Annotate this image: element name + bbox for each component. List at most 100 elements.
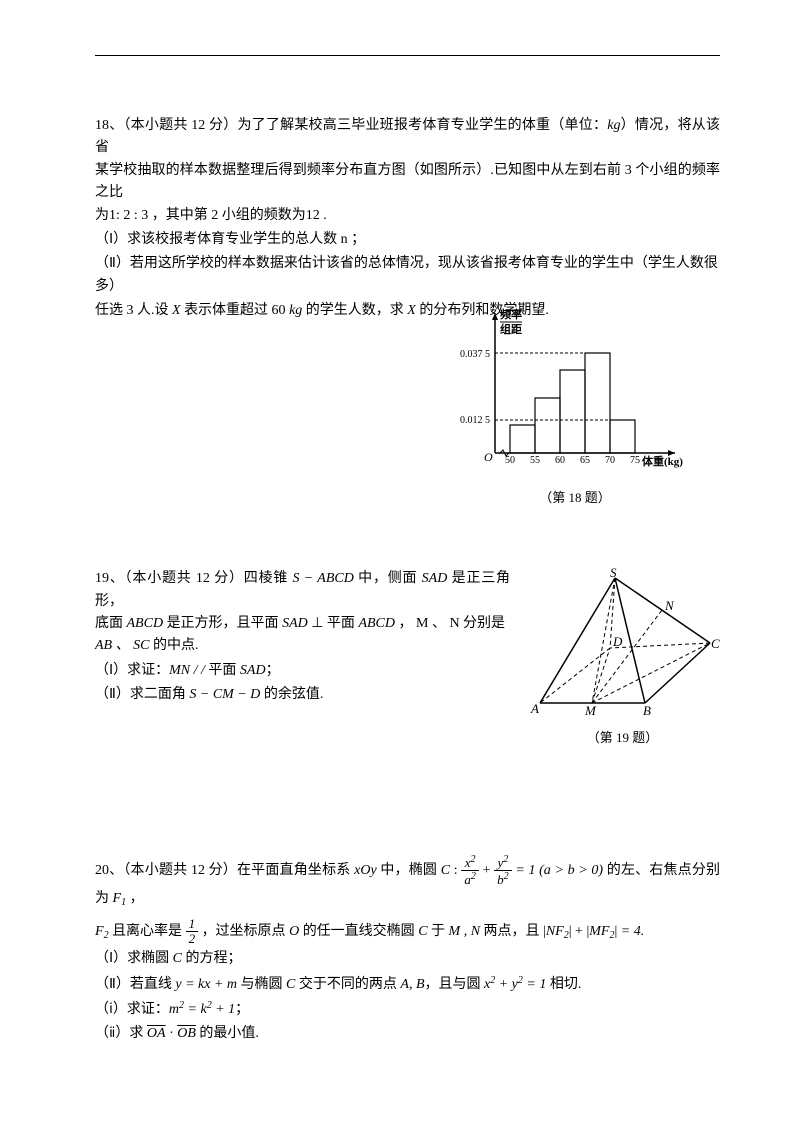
p19p2b: 的余弦值. [260,687,323,702]
p20-circle: x2 + y2 = 1 [484,977,546,992]
p19-sad: SAD [422,571,448,586]
hist-xlabel: 体重(kg) [642,454,683,468]
hist-x60: 60 [555,455,565,466]
histogram-svg: 频率 组距 O 0.037 5 0.012 5 50 55 60 65 [460,303,690,483]
p20l: = 4. [617,924,644,939]
p20g: ，过坐标原点 [198,924,289,939]
problem-18: 18、（本小题共 12 分）为了了解某校高三毕业班报考体育专业学生的体重（单位：… [95,115,720,508]
m2: m [169,1002,179,1017]
nf2t: NF [546,924,564,939]
p20-xoy: xOy [354,863,377,878]
p18-line2: 某学校抽取的样本数据整理后得到频率分布直方图（如图所示）.已知图中从左到右前 3… [95,163,720,200]
p19-sad2: SAD [282,616,308,631]
hist-x55: 55 [530,455,540,466]
p19-angle: S − CM − D [189,687,260,702]
p18-kg2: kg [289,303,302,318]
frac-yb: y2b2 [494,854,512,888]
p19p1c: ； [266,663,280,678]
p20p2c: 交于不同的两点 [295,977,400,992]
page-top-rule [95,55,720,56]
p19-sad3: SAD [240,663,266,678]
p20p2b: 与椭圆 [237,977,286,992]
problem-19: S A B C D M N （第 19 题） 19、（本小题共 12 分）四棱锥… [95,568,720,749]
hist-x75: 75 [630,455,640,466]
hist-ytick2: 0.012 5 [460,415,490,426]
p1: + 1 [212,1002,235,1017]
p20j: 两点，且 [480,924,543,939]
p20b: 中，椭圆 [377,863,441,878]
lbl-D: D [612,634,623,649]
p19-abcd2: ABCD [358,616,395,631]
p19-sabcd: S − ABCD [293,571,354,586]
pyramid-svg: S A B C D M N [525,568,720,723]
hist-origin: O [484,450,493,464]
p18-part2b-a: 任选 3 人.设 [95,303,172,318]
p20e: ， [126,891,144,906]
dot: · [166,1026,178,1041]
p20-part2: （Ⅱ）若直线 y = kx + m 与椭圆 C 交于不同的两点 A, B，且与圆… [95,973,720,996]
p20k: + [572,924,587,939]
p18-part2a: （Ⅱ）若用这所学校的样本数据来估计该省的总体情况，现从该省报考体育专业的学生中（… [95,253,720,298]
p19p1a: （Ⅰ）求证： [95,663,169,678]
p20h: 的任一直线交椭圆 [299,924,418,939]
p20-F1: F1 [113,891,127,906]
p19-figure: S A B C D M N （第 19 题） [525,568,720,749]
hist-x70: 70 [605,455,615,466]
p18-part2b-b: 表示体重超过 60 [181,303,290,318]
p19-mn: MN / / [169,663,208,678]
p19-caption: （第 19 题） [525,728,720,749]
p20s1a: （ⅰ）求证： [95,1002,169,1017]
lbl-B: B [643,703,651,718]
lbl-N: N [664,598,675,613]
p20eq: = 1 (a > b > 0) [512,863,603,878]
lbl-C: C [711,636,720,651]
p20f: 且离心率是 [109,924,186,939]
p19-perp: ⊥ 平面 [308,616,359,631]
p18-kg: kg [607,118,620,133]
p20-line2: F2 且离心率是 12 ，过坐标原点 O 的任一直线交椭圆 C 于 M , N … [95,917,720,947]
p19-f: ， M 、 N 分别是 [395,616,505,631]
p20p2e: 相切. [546,977,581,992]
frac-xa: x2a2 [461,854,479,888]
frac-half: 12 [186,917,199,947]
hist-x65: 65 [580,455,590,466]
p19-a: 19、（本小题共 12 分）四棱锥 [95,571,293,586]
p20-AB: A, B [400,977,424,992]
p18-figure: 频率 组距 O 0.037 5 0.012 5 50 55 60 65 [460,303,690,509]
p18-X2: X [407,303,416,318]
p20-C4: C [286,977,295,992]
p20s2a: （ⅱ）求 [95,1026,147,1041]
p20-sub1: （ⅰ）求证：m2 = k2 + 1； [95,998,720,1021]
p19-e: 是正方形，且平面 [163,616,282,631]
p20-C2: C [418,924,427,939]
lbl-M: M [584,703,597,718]
cp: + [495,977,511,992]
p20-C: C [441,863,450,878]
p19-d: 底面 [95,616,127,631]
p20p1b: 的方程； [182,951,242,966]
p19-b: 中，侧面 [354,571,422,586]
p19p2a: （Ⅱ）求二面角 [95,687,189,702]
p20-F2: F2 [95,924,109,939]
hd: 2 [186,932,199,946]
p18-part1: （Ⅰ）求该校报考体育专业学生的总人数 n ； [95,229,720,251]
p20s1b: ； [235,1002,249,1017]
p19-g: 的中点. [149,638,198,653]
F2: F [95,924,104,939]
hist-ytick1: 0.037 5 [460,349,490,360]
p18-line1a: 18、（本小题共 12 分）为了了解某校高三毕业班报考体育专业学生的体重（单位： [95,118,607,133]
mf2t: MF [589,924,609,939]
p20-C3: C [173,951,182,966]
oa: OA [147,1026,166,1041]
p20p2a: （Ⅱ）若直线 [95,977,175,992]
p20s2b: 的最小值. [196,1026,259,1041]
p20-sub2: （ⅱ）求 OA · OB 的最小值. [95,1023,720,1045]
p19-abcd: ABCD [127,616,164,631]
p20a: 20、（本小题共 12 分）在平面直角坐标系 [95,863,354,878]
p20-ykxm: y = kx + m [175,977,237,992]
hn: 1 [186,917,199,932]
p20-part1: （Ⅰ）求椭圆 C 的方程； [95,948,720,970]
p20-O: O [289,924,299,939]
lbl-A: A [530,701,539,716]
problem-20: 20、（本小题共 12 分）在平面直角坐标系 xOy 中，椭圆 C : x2a2… [95,854,720,1046]
